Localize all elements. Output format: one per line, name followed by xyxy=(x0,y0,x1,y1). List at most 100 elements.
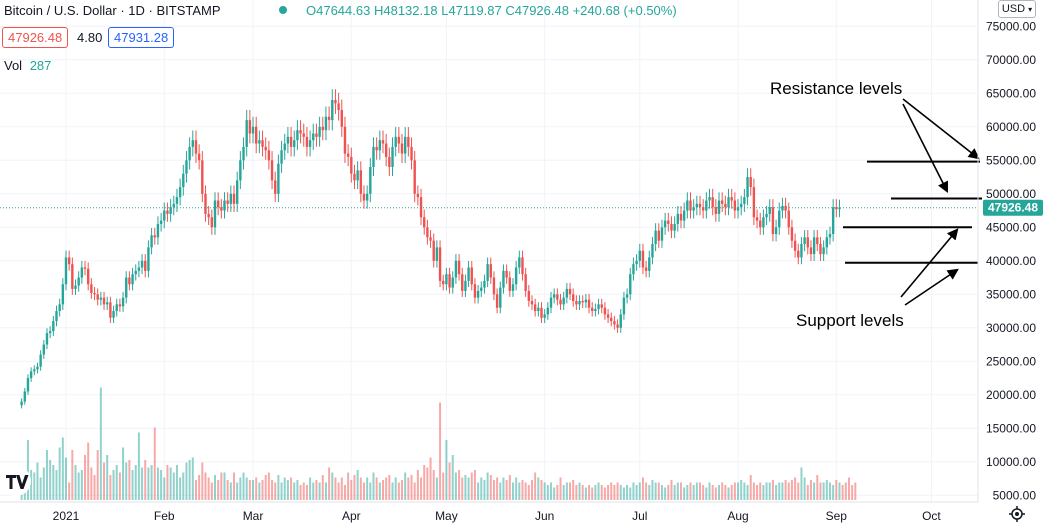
currency-label: USD xyxy=(1001,3,1026,15)
volume-bar xyxy=(26,440,29,500)
candle-body xyxy=(204,193,207,214)
price-tick-label: 60000.00 xyxy=(986,120,1036,134)
volume-bar xyxy=(660,485,663,500)
volume-bar xyxy=(597,482,600,500)
candle-body xyxy=(651,244,654,258)
candle-body xyxy=(264,146,267,151)
candle-body xyxy=(296,130,299,141)
volume-bar xyxy=(477,482,480,500)
buy-price-box[interactable]: 47931.28 xyxy=(108,27,175,48)
candle-body xyxy=(144,260,147,271)
volume-bar xyxy=(667,485,670,500)
volume-bar xyxy=(137,432,140,500)
volume-bar xyxy=(619,485,622,500)
volume-bar xyxy=(464,475,467,500)
volume-bar xyxy=(502,477,505,500)
price-tick-label: 55000.00 xyxy=(986,153,1036,167)
candle-body xyxy=(140,260,144,268)
candle-body xyxy=(644,267,648,271)
candle-body xyxy=(435,247,439,261)
candle-body xyxy=(96,294,99,300)
volume-bar xyxy=(315,480,318,500)
time-axis: 2021 Feb Mar Apr May Jun Jul Aug Sep Oct xyxy=(53,509,942,523)
candle-body xyxy=(274,180,277,194)
volume-bar xyxy=(794,477,797,500)
candle-body xyxy=(343,126,347,154)
volume-bar xyxy=(654,482,657,500)
candle-body xyxy=(806,237,809,248)
volume-bar xyxy=(252,480,255,500)
volume-bar xyxy=(676,482,679,500)
candle-body xyxy=(71,264,74,289)
volume-bar xyxy=(686,485,689,500)
candle-body xyxy=(318,126,321,137)
candle-body xyxy=(552,294,556,298)
candle-body xyxy=(521,257,524,275)
candle-body xyxy=(480,287,483,291)
volume-bar xyxy=(337,482,340,500)
interval[interactable]: 1D xyxy=(128,3,145,18)
candle-body xyxy=(762,217,765,228)
candle-body xyxy=(131,274,134,285)
volume-bar xyxy=(191,457,194,500)
candle-body xyxy=(752,187,756,218)
candle-body xyxy=(74,285,77,289)
volume-bar xyxy=(730,485,733,500)
volume-bar xyxy=(248,480,251,500)
volume-bar xyxy=(55,470,58,500)
volume-bar xyxy=(540,480,543,500)
candle-body xyxy=(524,274,527,291)
candle-body xyxy=(714,207,718,214)
candle-body xyxy=(55,311,58,322)
volume-bar xyxy=(790,480,793,500)
volume-bar xyxy=(445,440,448,500)
candle-body xyxy=(156,223,160,238)
volume-bar xyxy=(749,475,752,500)
candle-body xyxy=(682,210,686,221)
volume-bar xyxy=(378,482,381,500)
candle-body xyxy=(759,220,762,228)
candle-body xyxy=(606,314,610,318)
volume-bar xyxy=(261,480,264,500)
candle-body xyxy=(166,210,169,214)
volume-bar xyxy=(420,477,423,500)
volume-bar xyxy=(369,482,372,500)
symbol-name[interactable]: Bitcoin / U.S. Dollar xyxy=(4,3,117,18)
candle-body xyxy=(565,288,569,298)
volume-bar xyxy=(822,482,825,500)
volume-bar xyxy=(274,482,277,500)
volume-bar xyxy=(505,480,508,500)
candle-body xyxy=(365,193,369,201)
candle-body xyxy=(423,217,426,228)
candle-body xyxy=(235,180,239,204)
time-tick-label: Oct xyxy=(922,509,941,523)
candle-body xyxy=(321,126,324,131)
volume-bar xyxy=(651,480,654,500)
volume-bar xyxy=(264,475,267,500)
candle-body xyxy=(118,304,122,307)
volume-bar xyxy=(201,462,204,500)
candle-body xyxy=(315,133,318,137)
volume-bar xyxy=(473,470,476,500)
chart-header: Bitcoin / U.S. Dollar · 1D · BITSTAMP xyxy=(4,3,221,18)
candle-body xyxy=(711,197,714,208)
volume-bar xyxy=(163,477,166,500)
chevron-down-icon: ▾ xyxy=(1028,5,1033,14)
volume-bar xyxy=(435,477,438,500)
candle-body xyxy=(416,193,420,198)
volume-bar xyxy=(150,465,153,500)
time-tick-label: Sep xyxy=(826,509,848,523)
volume-bar xyxy=(229,482,232,500)
candle-body xyxy=(483,280,486,288)
volume-bar xyxy=(134,465,137,500)
volume-bar xyxy=(622,487,625,500)
candle-body xyxy=(556,294,559,300)
support-annotation: Support levels xyxy=(796,311,904,330)
price-tick-label: 30000.00 xyxy=(986,321,1036,335)
candle-body xyxy=(717,200,721,214)
candle-body xyxy=(819,244,822,255)
currency-selector[interactable]: USD ▾ xyxy=(998,0,1036,18)
sell-price-box[interactable]: 47926.48 xyxy=(2,27,69,48)
volume-bar xyxy=(305,485,308,500)
